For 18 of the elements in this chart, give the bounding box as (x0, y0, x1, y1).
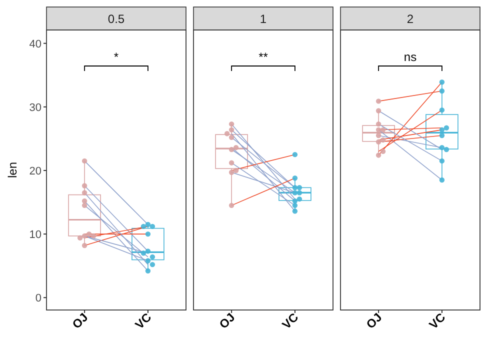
x-tick-label: VC (426, 310, 448, 332)
y-tick-label: 0 (35, 292, 42, 305)
x-tick-label: VC (132, 310, 154, 332)
chart-title: 1 (260, 12, 267, 26)
annotation: ns (404, 50, 417, 64)
y-axis-title: len (6, 162, 20, 178)
y-tick-label: 20 (29, 165, 42, 178)
annotation: * (114, 50, 119, 64)
y-tick-label: 30 (29, 102, 42, 114)
x-tick-label: OJ (69, 310, 91, 332)
chart-title: 0.5 (108, 12, 125, 26)
y-tick-label: 10 (29, 229, 42, 242)
x-tick-label: OJ (363, 310, 385, 332)
y-tick-label: 40 (29, 38, 42, 50)
x-tick-label: OJ (216, 310, 238, 332)
annotation: ** (258, 50, 268, 64)
chart-title: 2 (406, 12, 414, 26)
x-tick-label: VC (279, 310, 302, 332)
